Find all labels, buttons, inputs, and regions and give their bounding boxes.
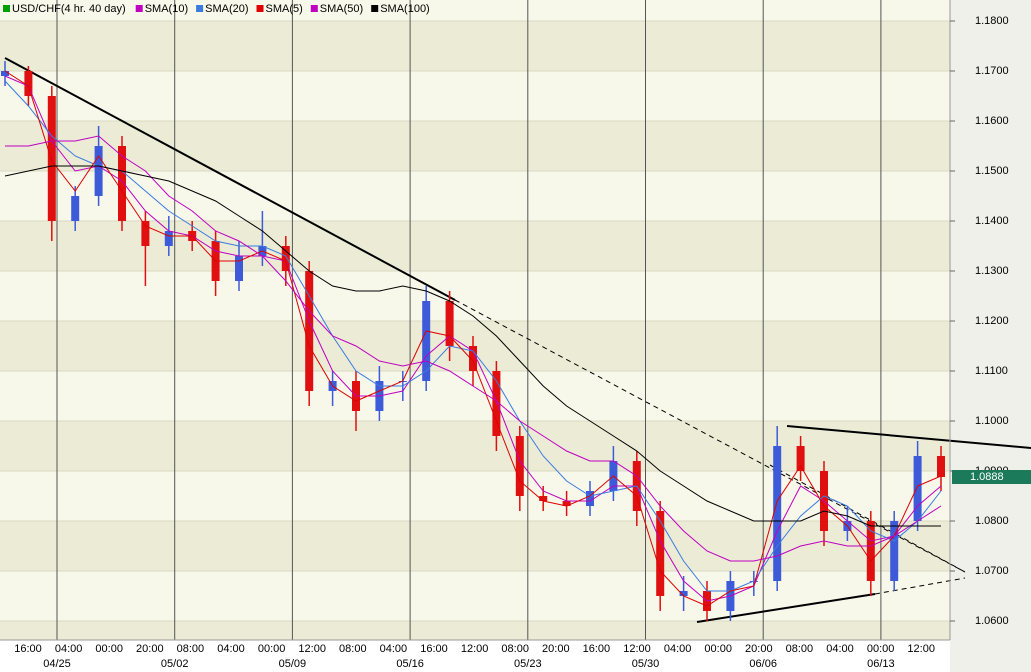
candle-body <box>586 491 594 506</box>
last-price-box <box>952 470 1031 484</box>
legend-swatch <box>135 5 143 12</box>
x-time-label: 20:00 <box>136 643 164 655</box>
trendlines <box>4 57 1031 623</box>
y-tick-label: 1.0600 <box>975 615 1009 627</box>
sma-line <box>4 70 942 607</box>
x-time-label: 16:00 <box>14 643 42 655</box>
last-price-label: 1.0888 <box>970 471 1004 483</box>
x-time-label: 08:00 <box>339 643 367 655</box>
x-time-label: 12:00 <box>461 643 489 655</box>
x-time-label: 20:00 <box>542 643 570 655</box>
candle-body <box>235 256 243 281</box>
legend-title: USD/CHF(4 hr. 40 day) <box>12 3 126 15</box>
x-date-label: 06/06 <box>749 658 777 670</box>
y-tick-label: 1.0700 <box>975 565 1009 577</box>
x-time-label: 12:00 <box>623 643 651 655</box>
axis-panel <box>950 0 1031 672</box>
candle-body <box>562 501 571 506</box>
candle-body <box>445 301 454 346</box>
sma-line <box>4 165 941 527</box>
x-time-label: 08:00 <box>177 643 205 655</box>
legend-label: SMA(20) <box>205 3 248 15</box>
legend-swatch <box>310 5 318 12</box>
candle-body <box>164 231 173 246</box>
y-tick-label: 1.1300 <box>975 265 1009 277</box>
candle-body <box>492 371 501 436</box>
candle-body <box>866 521 875 581</box>
candle-body <box>515 436 524 496</box>
x-time-label: 00:00 <box>258 643 286 655</box>
candle-body <box>937 456 945 477</box>
x-time-label: 08:00 <box>786 643 814 655</box>
legend-label: SMA(10) <box>145 3 188 15</box>
x-date-label: 05/09 <box>279 658 307 670</box>
x-time-label: 00:00 <box>867 643 895 655</box>
x-date-label: 05/30 <box>632 658 660 670</box>
grid-band <box>0 421 950 471</box>
y-tick-label: 1.1600 <box>975 115 1009 127</box>
grid-band <box>0 121 950 171</box>
candle-body <box>539 496 548 501</box>
x-time-label: 12:00 <box>907 643 935 655</box>
y-tick-label: 1.1700 <box>975 65 1009 77</box>
legend-swatch <box>3 5 10 12</box>
x-time-label: 04:00 <box>55 643 83 655</box>
legend-swatch <box>371 5 379 12</box>
grid-band <box>0 521 950 571</box>
x-time-label: 04:00 <box>664 643 692 655</box>
candle-body <box>796 446 805 471</box>
x-time-label: 16:00 <box>420 643 448 655</box>
candle-body <box>679 591 688 596</box>
grid-band <box>0 21 950 71</box>
x-date-label: 06/13 <box>867 658 895 670</box>
candle-body <box>656 511 665 596</box>
legend-swatch <box>256 5 264 12</box>
candle-body <box>281 246 290 271</box>
x-time-label: 00:00 <box>95 643 123 655</box>
candle-body <box>305 271 314 391</box>
x-date-label: 05/16 <box>396 658 424 670</box>
legend-label: SMA(100) <box>380 3 430 15</box>
x-time-label: 08:00 <box>501 643 529 655</box>
candle-body <box>1 71 9 76</box>
x-time-label: 04:00 <box>217 643 245 655</box>
legend-label: SMA(5) <box>266 3 303 15</box>
candle-body <box>890 521 899 581</box>
candle-body <box>24 71 33 96</box>
candle-body <box>422 301 431 381</box>
candle-body <box>469 346 477 371</box>
y-tick-label: 1.0800 <box>975 515 1009 527</box>
sma-line <box>5 135 942 562</box>
candle-body <box>71 196 80 221</box>
sma-line <box>4 80 942 592</box>
legend: USD/CHF(4 hr. 40 day) SMA(10) SMA(20) SMA(5… <box>3 3 430 15</box>
y-tick-label: 1.1000 <box>975 415 1009 427</box>
candle-body <box>773 446 782 581</box>
candle-body <box>94 146 103 196</box>
x-time-label: 00:00 <box>704 643 732 655</box>
grid-band <box>0 221 950 271</box>
legend-swatch <box>196 5 204 12</box>
y-tick-label: 1.1500 <box>975 165 1009 177</box>
x-date-label: 05/23 <box>514 658 542 670</box>
x-time-label: 12:00 <box>298 643 326 655</box>
candle-body <box>47 96 56 221</box>
x-time-label: 04:00 <box>826 643 854 655</box>
x-time-label: 16:00 <box>583 643 611 655</box>
x-date-label: 04/25 <box>43 658 71 670</box>
candle-body <box>913 456 922 521</box>
x-time-label: 04:00 <box>380 643 408 655</box>
week-separators <box>56 0 882 640</box>
x-time-label: 20:00 <box>745 643 773 655</box>
y-tick-label: 1.1100 <box>975 365 1008 377</box>
x-date-label: 05/02 <box>161 658 189 670</box>
candle-body <box>118 146 126 221</box>
y-tick-label: 1.1400 <box>975 215 1009 227</box>
y-tick-label: 1.1200 <box>975 315 1009 327</box>
legend-label: SMA(50) <box>320 3 363 15</box>
grid-band <box>0 621 950 640</box>
candle-body <box>141 221 150 246</box>
y-tick-label: 1.1800 <box>975 15 1009 27</box>
